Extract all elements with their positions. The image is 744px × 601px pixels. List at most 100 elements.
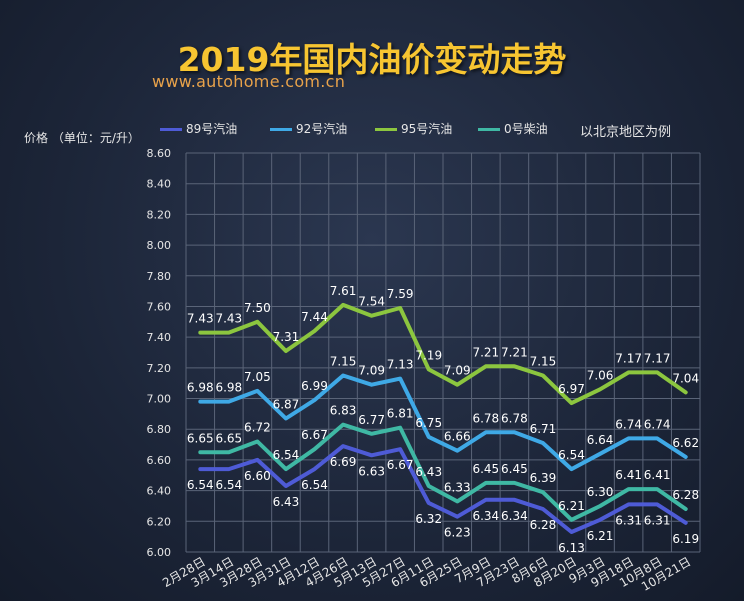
data-label: 6.21 (587, 529, 614, 543)
data-label: 6.97 (558, 382, 585, 396)
data-label: 6.21 (558, 499, 585, 513)
legend-label-95: 95号汽油 (401, 122, 453, 136)
data-label: 7.17 (644, 351, 671, 365)
data-label: 6.67 (387, 458, 414, 472)
data-label: 6.75 (415, 416, 442, 430)
y-tick-label: 6.20 (147, 515, 172, 528)
legend-item-95: 95号汽油 (375, 120, 452, 137)
series-line-0 (198, 444, 688, 534)
chart-title: 2019年国内油价变动走势 (177, 40, 567, 79)
legend-swatch-95 (375, 128, 397, 131)
data-label: 6.65 (187, 431, 214, 445)
data-label: 7.09 (358, 364, 385, 378)
data-label: 7.61 (330, 284, 357, 298)
data-label: 7.59 (387, 287, 414, 301)
y-tick-label: 8.00 (147, 239, 172, 252)
y-tick-label: 7.40 (147, 331, 172, 344)
data-label: 6.69 (330, 455, 357, 469)
y-tick-label: 7.80 (147, 270, 172, 283)
data-label: 6.66 (444, 430, 471, 444)
data-label: 7.21 (472, 345, 499, 359)
data-label: 6.54 (273, 448, 300, 462)
data-label: 6.34 (472, 509, 499, 523)
y-tick-label: 8.40 (147, 178, 172, 191)
data-label: 7.17 (615, 351, 642, 365)
series-line-1 (198, 373, 688, 472)
data-label: 6.99 (301, 379, 328, 393)
data-label: 6.64 (587, 433, 614, 447)
data-label: 7.43 (215, 312, 242, 326)
data-label: 6.98 (215, 381, 242, 395)
data-label: 6.65 (215, 431, 242, 445)
data-label: 6.31 (644, 513, 671, 527)
data-label: 6.41 (644, 468, 671, 482)
data-label: 6.33 (444, 480, 471, 494)
data-label: 6.78 (472, 411, 499, 425)
data-label: 7.15 (330, 355, 357, 369)
data-label: 6.63 (358, 464, 385, 478)
data-label: 6.54 (187, 478, 214, 492)
data-label: 6.67 (301, 428, 328, 442)
y-axis-unit-label: 价格 （单位：元/升） (24, 131, 140, 145)
legend-item-92: 92号汽油 (270, 120, 347, 137)
data-label: 6.83 (330, 404, 357, 418)
data-label: 6.60 (244, 469, 271, 483)
y-tick-label: 7.00 (147, 393, 172, 406)
data-label: 6.62 (672, 436, 699, 450)
data-label: 6.43 (273, 495, 300, 509)
data-label: 6.54 (215, 478, 242, 492)
legend-label-92: 92号汽油 (296, 122, 348, 136)
y-tick-label: 6.00 (147, 546, 172, 559)
legend-item-89: 89号汽油 (160, 120, 237, 137)
data-label: 6.54 (301, 478, 328, 492)
legend-swatch-diesel (478, 128, 500, 131)
series-line-3 (198, 422, 688, 522)
legend-item-diesel: 0号柴油 (478, 120, 548, 137)
data-label: 7.06 (587, 368, 614, 382)
data-label: 6.74 (615, 417, 642, 431)
data-label: 7.43 (187, 312, 214, 326)
data-label: 6.71 (530, 422, 557, 436)
data-label: 7.44 (301, 310, 328, 324)
y-tick-label: 7.60 (147, 300, 172, 313)
data-label: 6.45 (472, 462, 499, 476)
data-label: 6.19 (672, 532, 699, 546)
data-label: 7.13 (387, 358, 414, 372)
data-label: 6.74 (644, 417, 671, 431)
y-tick-label: 7.20 (147, 362, 172, 375)
legend-swatch-92 (270, 128, 292, 131)
data-label: 6.13 (558, 541, 585, 555)
series-line-2 (198, 302, 688, 406)
data-label: 7.09 (444, 364, 471, 378)
y-tick-label: 8.60 (147, 147, 172, 160)
y-tick-label: 6.80 (147, 423, 172, 436)
legend-label-diesel: 0号柴油 (504, 122, 548, 136)
data-label: 6.32 (415, 512, 442, 526)
data-label: 7.21 (501, 345, 528, 359)
data-label: 6.81 (387, 407, 414, 421)
data-label: 6.45 (501, 462, 528, 476)
data-label: 6.39 (530, 471, 557, 485)
data-label: 6.31 (615, 513, 642, 527)
y-tick-label: 6.40 (147, 485, 172, 498)
data-label: 6.54 (558, 448, 585, 462)
data-label: 7.04 (672, 371, 699, 385)
data-label: 6.41 (615, 468, 642, 482)
legend-label-89: 89号汽油 (186, 122, 238, 136)
region-note: 以北京地区为例 (580, 125, 672, 140)
data-label: 6.78 (501, 411, 528, 425)
data-label: 6.23 (444, 526, 471, 540)
chart-subtitle: www.autohome.com.cn (152, 72, 346, 91)
data-label: 6.43 (415, 465, 442, 479)
data-label: 6.98 (187, 381, 214, 395)
data-label: 7.31 (273, 330, 300, 344)
data-label: 6.87 (273, 397, 300, 411)
data-label: 7.15 (530, 355, 557, 369)
data-label: 6.28 (672, 488, 699, 502)
y-tick-label: 8.20 (147, 208, 172, 221)
data-label: 7.05 (244, 370, 271, 384)
data-label: 6.34 (501, 509, 528, 523)
legend-swatch-89 (160, 128, 182, 131)
data-label: 6.72 (244, 421, 271, 435)
